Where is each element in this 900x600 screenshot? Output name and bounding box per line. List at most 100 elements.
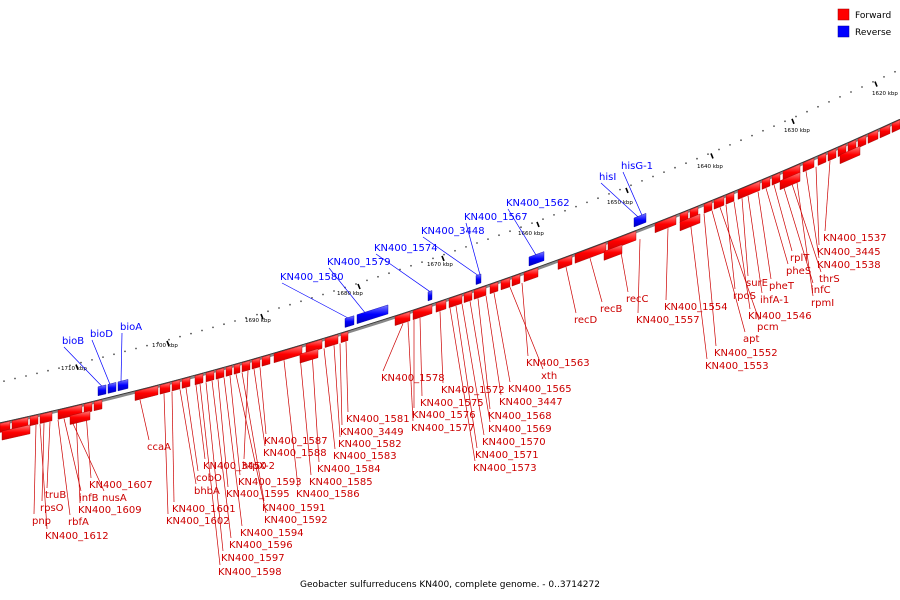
scale-dot (300, 300, 302, 303)
tick-label: 1700 kbp (152, 343, 178, 349)
gene-label: thrS (819, 274, 840, 285)
forward-gene (324, 334, 339, 348)
scale-dot (619, 188, 621, 191)
scale-dot (25, 375, 27, 377)
label-leader-line (622, 171, 643, 216)
gene-label: KN400_1582 (338, 439, 402, 450)
scale-dot (839, 96, 841, 98)
gene-label: KN400_1579 (327, 257, 391, 268)
label-leader-line (725, 204, 736, 290)
scale-dot (91, 359, 93, 361)
label-leader-line (91, 339, 111, 385)
label-leader-line (299, 355, 312, 476)
scale-dot (597, 197, 599, 200)
gene-label: rpmI (811, 298, 834, 309)
label-leader-line (311, 351, 320, 463)
label-leader-line (185, 387, 199, 472)
label-leader-line (465, 222, 481, 275)
label-leader-line (711, 210, 746, 333)
gene-label: htpX-2 (242, 461, 275, 472)
scale-dot (476, 242, 478, 244)
forward-gene (273, 345, 303, 364)
label-leader-line (75, 415, 81, 504)
gene-label: KN400_3445 (817, 247, 881, 258)
forward-gene (779, 171, 801, 191)
forward-gene (473, 285, 487, 300)
label-leader-line (205, 382, 224, 552)
scale-dot (806, 110, 808, 113)
scale-dot (135, 347, 137, 350)
gene-label: KN400_1585 (309, 477, 373, 488)
gene-label: bioB (62, 336, 84, 347)
tick-label: 1690 kbp (245, 318, 271, 324)
forward-gene (83, 402, 93, 414)
legend-forward-label: Forward (855, 11, 891, 21)
label-leader-line (757, 191, 772, 280)
scale-dot (278, 307, 280, 309)
scale-dot (740, 139, 742, 142)
scale-dot (685, 162, 687, 165)
label-leader-line (241, 372, 265, 502)
scale-dot (861, 86, 863, 88)
scale-dot (179, 335, 181, 338)
legend: Forward Reverse (837, 8, 892, 38)
reverse-gene (633, 213, 647, 228)
legend-reverse-swatch (837, 25, 850, 38)
scale-dot (608, 193, 610, 195)
gene-label: recC (626, 294, 649, 305)
gene-label: rplT (790, 253, 810, 264)
gene-label: KN400_1596 (229, 540, 293, 551)
label-leader-line (63, 418, 82, 492)
scale-dot (102, 356, 104, 358)
scale-dot (377, 275, 379, 278)
label-leader-line (163, 393, 169, 515)
scale-dot (773, 125, 775, 127)
scale-dot (58, 367, 60, 369)
gene-features (0, 119, 900, 441)
label-leader-line (33, 424, 37, 515)
scale-dot (762, 129, 764, 132)
label-leader-line (328, 267, 366, 313)
gene-label: KN400_1576 (412, 410, 476, 421)
gene-label: surE (746, 278, 768, 289)
scale-dot (366, 279, 368, 282)
gene-label: rpsO (40, 503, 64, 514)
gene-label: KN400_1583 (333, 451, 397, 462)
gene-label: KN400_1597 (221, 553, 285, 564)
label-leader-line (259, 367, 267, 435)
label-leader-line (637, 239, 641, 314)
label-leader-line (419, 317, 423, 397)
label-leader-line (507, 208, 537, 256)
gene-label: rbfA (68, 517, 89, 528)
forward-gene (761, 176, 771, 190)
label-leader-line (719, 207, 760, 321)
scale-dot (553, 214, 555, 216)
label-leader-line (455, 305, 478, 449)
scale-dot (69, 364, 71, 367)
scale-dot (212, 326, 214, 329)
tick-label: 1670 kbp (427, 262, 453, 268)
forward-gene (394, 311, 411, 326)
scale-dot (388, 272, 390, 275)
reverse-gene (97, 384, 107, 397)
gene-label: KN400_1578 (381, 373, 445, 384)
gene-label: ccaA (147, 442, 171, 453)
forward-gene (603, 244, 623, 261)
label-leader-line (120, 332, 123, 382)
label-leader-line (781, 181, 814, 284)
forward-gene (817, 152, 827, 166)
gene-label: KN400_1594 (240, 528, 304, 539)
label-leader-line (477, 298, 491, 410)
label-leader-line (789, 177, 822, 273)
forward-gene (241, 360, 251, 373)
gene-label: infB (79, 493, 99, 504)
legend-reverse-label: Reverse (855, 28, 892, 38)
forward-gene (725, 191, 735, 205)
scale-dot (267, 310, 269, 313)
gene-label: KN400_1580 (280, 272, 344, 283)
forward-gene (69, 410, 91, 425)
forward-gene (448, 294, 463, 309)
label-leader-line (199, 384, 221, 566)
forward-gene (523, 267, 539, 283)
scale-dot (718, 148, 720, 151)
